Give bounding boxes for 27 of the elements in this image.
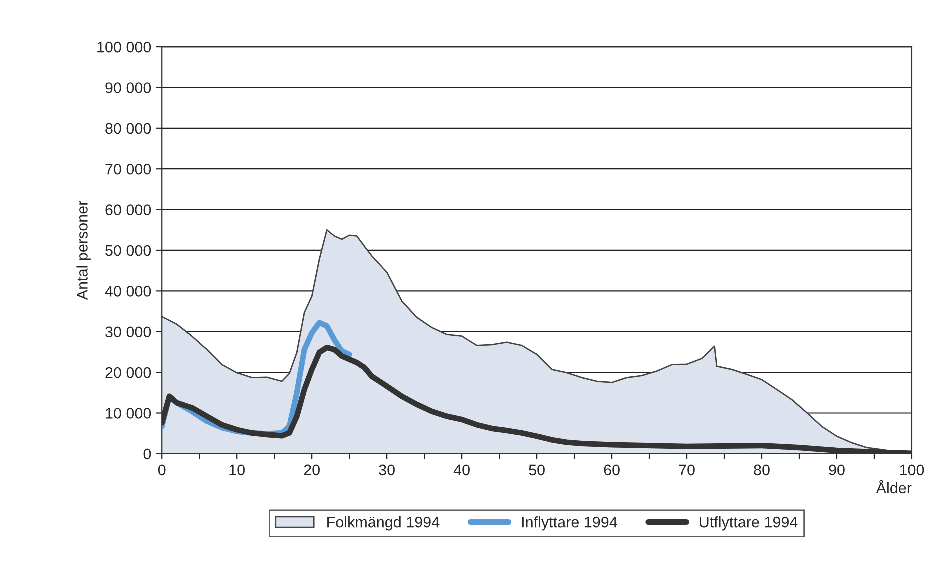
x-tick-label: 30 xyxy=(379,464,395,476)
y-tick-label: 0 xyxy=(144,448,152,460)
y-tick-label: 40 000 xyxy=(105,286,152,297)
x-tick-label: 70 xyxy=(679,464,695,476)
x-axis-title: Ålder xyxy=(876,480,912,494)
x-tick-label: 100 xyxy=(900,464,924,476)
x-tick-label: 80 xyxy=(754,464,770,476)
y-tick-label: 90 000 xyxy=(106,82,152,94)
x-tick-label: 40 xyxy=(454,464,470,476)
y-tick-label: 30 000 xyxy=(106,326,152,338)
x-tick-label: 50 xyxy=(529,464,545,476)
legend-label: Inflyttare 1994 xyxy=(522,516,618,531)
x-tick-label: 10 xyxy=(230,464,245,476)
x-tick-label: 20 xyxy=(304,464,320,476)
x-tick-label: 60 xyxy=(604,464,620,476)
y-axis-title: Antal personer xyxy=(76,201,91,300)
y-tick-label: 50 000 xyxy=(106,245,152,256)
legend-label: Utflyttare 1994 xyxy=(700,516,798,531)
y-tick-label: 80 000 xyxy=(106,123,152,134)
x-tick-label: 90 xyxy=(829,464,845,476)
legend-label: Folkmängd 1994 xyxy=(328,516,440,531)
y-tick-label: 10 000 xyxy=(106,408,152,419)
y-tick-label: 100 000 xyxy=(98,42,152,53)
y-tick-label: 20 000 xyxy=(106,367,152,378)
y-tick-label: 70 000 xyxy=(106,164,152,175)
x-tick-label: 0 xyxy=(158,464,166,476)
y-tick-label: 60 000 xyxy=(106,204,152,216)
